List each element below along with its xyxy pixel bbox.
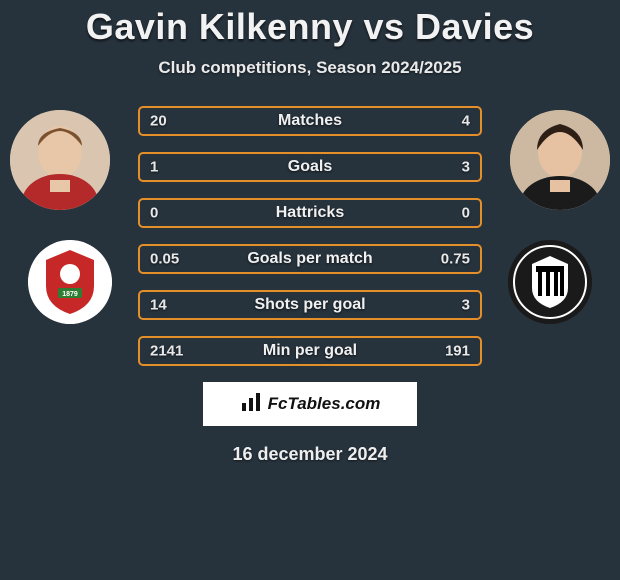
stat-left-value: 2141 (150, 343, 183, 360)
stat-right-value: 0.75 (441, 251, 470, 268)
stat-right-value: 3 (462, 297, 470, 314)
stat-left-value: 1 (150, 159, 158, 176)
stat-label: Matches (278, 112, 342, 130)
player-left-avatar (10, 110, 110, 210)
stat-row: 0 Hattricks 0 (138, 198, 482, 228)
stat-right-value: 0 (462, 205, 470, 222)
page-subtitle: Club competitions, Season 2024/2025 (0, 58, 620, 78)
club-right-crest (508, 240, 592, 324)
stat-label: Min per goal (263, 342, 357, 360)
player-right-avatar (510, 110, 610, 210)
stat-left-value: 0.05 (150, 251, 179, 268)
svg-text:1879: 1879 (62, 291, 78, 298)
stat-left-value: 0 (150, 205, 158, 222)
club-left-crest: 1879 (28, 240, 112, 324)
branding-badge: FcTables.com (203, 382, 417, 426)
branding-text: FcTables.com (268, 394, 381, 414)
stat-right-value: 191 (445, 343, 470, 360)
stat-left-value: 14 (150, 297, 167, 314)
stat-row: 14 Shots per goal 3 (138, 290, 482, 320)
stat-right-value: 3 (462, 159, 470, 176)
stat-rows: 20 Matches 4 1 Goals 3 0 Hattricks 0 0.0… (138, 106, 482, 366)
stat-right-value: 4 (462, 113, 470, 130)
stat-row: 2141 Min per goal 191 (138, 336, 482, 366)
stat-row: 0.05 Goals per match 0.75 (138, 244, 482, 274)
stat-label: Goals per match (247, 250, 372, 268)
stat-label: Goals (288, 158, 332, 176)
stat-label: Hattricks (276, 204, 344, 222)
stat-row: 1 Goals 3 (138, 152, 482, 182)
stat-left-value: 20 (150, 113, 167, 130)
page-title: Gavin Kilkenny vs Davies (0, 0, 620, 48)
chart-icon (240, 391, 262, 418)
stat-row: 20 Matches 4 (138, 106, 482, 136)
stat-label: Shots per goal (254, 296, 365, 314)
comparison-content: 1879 20 Matches 4 1 Goals 3 0 Hattricks (0, 106, 620, 465)
footer-date: 16 december 2024 (0, 444, 620, 465)
